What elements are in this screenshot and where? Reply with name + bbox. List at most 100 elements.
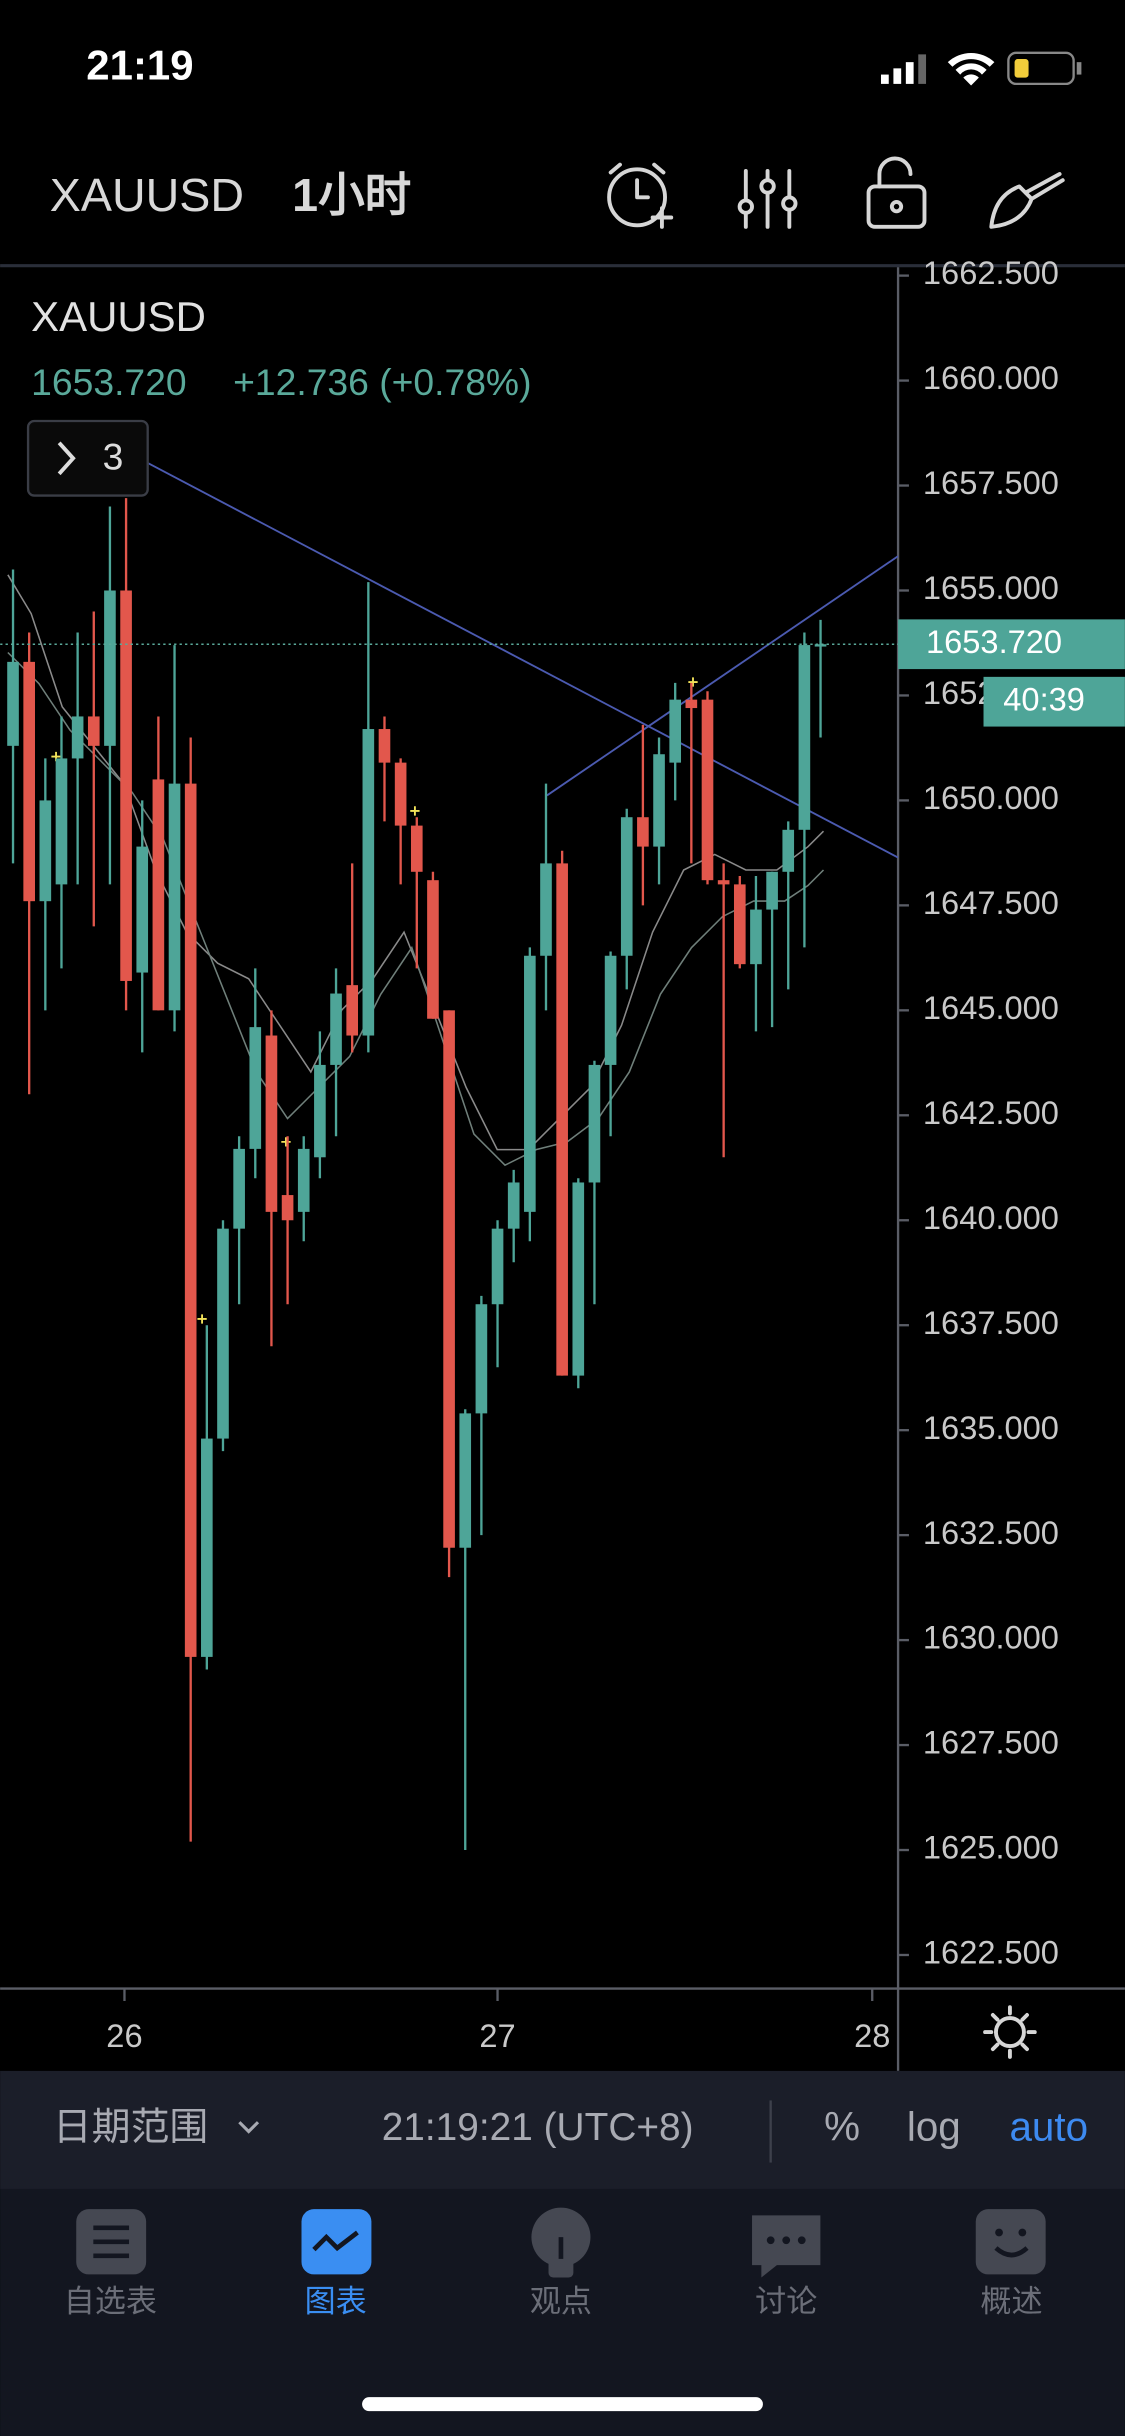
y-tick-label: 1640.000 xyxy=(923,1199,1059,1236)
candle-body xyxy=(443,1010,455,1548)
candle-body xyxy=(750,909,762,965)
legend-price: 1653.720 xyxy=(31,361,186,403)
countdown: 40:39 xyxy=(1003,680,1085,717)
event-markers xyxy=(51,677,698,1324)
tab-label: 自选表 xyxy=(64,2284,157,2319)
candle-body xyxy=(233,1148,245,1229)
candle-body xyxy=(410,825,423,872)
candle-body xyxy=(491,1228,504,1305)
candle-body xyxy=(297,1148,310,1212)
candle-body xyxy=(588,1064,601,1183)
theme-icon[interactable] xyxy=(983,2005,1037,2059)
candle-body xyxy=(637,817,649,847)
last-price-tag xyxy=(898,619,1125,670)
candle-body xyxy=(249,1027,262,1149)
lock-icon[interactable] xyxy=(866,156,927,229)
candle-body xyxy=(604,955,617,1065)
candle-body xyxy=(507,1182,520,1229)
auto-toggle[interactable]: auto xyxy=(1009,2104,1088,2150)
candle-body xyxy=(136,846,149,973)
y-tick-label: 1625.000 xyxy=(923,1829,1059,1866)
tab[interactable]: 图表 xyxy=(301,2209,372,2319)
y-tick-label: 1632.500 xyxy=(923,1514,1059,1551)
candle-body xyxy=(184,783,197,1657)
bottom-bar xyxy=(0,2070,1125,2189)
candle-body xyxy=(427,880,439,1019)
tab-label: 观点 xyxy=(530,2284,592,2319)
drawing-icon[interactable] xyxy=(989,172,1065,229)
candle-body xyxy=(55,758,68,885)
candle-body xyxy=(152,779,165,1011)
symbol[interactable]: XAUUSD xyxy=(50,169,244,221)
indicators-icon[interactable] xyxy=(737,168,798,229)
tab[interactable]: 概述 xyxy=(975,2209,1046,2319)
y-tick-label: 1627.500 xyxy=(923,1724,1059,1761)
candle-body xyxy=(87,716,100,746)
candle-body xyxy=(168,783,181,1011)
interval[interactable]: 1小时 xyxy=(292,169,411,221)
alert-icon[interactable] xyxy=(607,162,674,229)
candle-body xyxy=(7,661,19,746)
countdown-tag xyxy=(983,676,1125,727)
tab-label: 讨论 xyxy=(755,2284,817,2319)
status-icons xyxy=(880,51,1082,86)
y-tick-label: 1655.000 xyxy=(923,569,1059,606)
date-range[interactable]: 日期范围 xyxy=(53,2106,208,2149)
y-tick-label: 1645.000 xyxy=(923,989,1059,1026)
candle-body xyxy=(362,729,375,1036)
candle-body xyxy=(717,880,730,885)
y-tick-label: 1637.500 xyxy=(923,1304,1059,1341)
candle-body xyxy=(314,1064,326,1158)
y-tick-label: 1660.000 xyxy=(923,359,1059,396)
candle-body xyxy=(572,1182,585,1376)
candle-body xyxy=(524,955,536,1212)
candle-body xyxy=(669,699,682,763)
candle-body xyxy=(475,1304,488,1414)
tab[interactable]: 自选表 xyxy=(64,2209,157,2319)
candle-body xyxy=(104,590,116,746)
candle-body xyxy=(281,1195,294,1221)
candle-body xyxy=(459,1413,472,1548)
chart-title: XAUUSD xyxy=(31,293,206,340)
candle-body xyxy=(733,884,746,965)
x-tick-label: 26 xyxy=(106,2017,142,2054)
candle-body xyxy=(814,644,827,647)
candle-body xyxy=(39,800,52,902)
x-tick-label: 28 xyxy=(854,2017,890,2054)
tab[interactable]: 讨论 xyxy=(752,2215,821,2319)
chevron xyxy=(57,441,76,476)
home-indicator xyxy=(362,2397,763,2412)
legend-change: +12.736 (+0.78%) xyxy=(233,361,531,403)
plot-area xyxy=(0,462,899,1851)
y-tick-label: 1657.500 xyxy=(923,464,1059,501)
log-toggle[interactable]: log xyxy=(907,2104,961,2150)
candle-body xyxy=(766,871,778,910)
status-time: 21:19 xyxy=(86,41,193,88)
dropdown-icon xyxy=(238,2121,260,2134)
trend-line xyxy=(147,462,899,859)
percent-toggle[interactable]: % xyxy=(824,2104,860,2150)
candle-body xyxy=(556,863,568,1376)
y-tick-label: 1650.000 xyxy=(923,779,1059,816)
tab[interactable]: 观点 xyxy=(530,2207,592,2320)
indicator-toggle[interactable] xyxy=(26,419,149,497)
y-tick-label: 1647.500 xyxy=(923,884,1059,921)
clock: 21:19:21 (UTC+8) xyxy=(382,2106,694,2149)
y-tick-label: 1635.000 xyxy=(923,1409,1059,1446)
candle-body xyxy=(330,993,342,1065)
candle-body xyxy=(201,1438,213,1657)
candle-body xyxy=(701,699,714,881)
candle-body xyxy=(394,762,407,826)
candle-body xyxy=(120,590,132,981)
candle-body xyxy=(378,729,391,763)
candle-body xyxy=(798,645,811,830)
tab-label: 图表 xyxy=(305,2284,367,2319)
candle-body xyxy=(653,754,665,847)
y-tick-label: 1630.000 xyxy=(923,1619,1059,1656)
tab-label: 概述 xyxy=(980,2284,1042,2319)
y-tick-label: 1662.500 xyxy=(923,254,1059,291)
candle-body xyxy=(620,817,633,956)
candle-body xyxy=(265,1035,278,1212)
y-tick-label: 1642.500 xyxy=(923,1094,1059,1131)
indicator-count: 3 xyxy=(103,436,124,478)
